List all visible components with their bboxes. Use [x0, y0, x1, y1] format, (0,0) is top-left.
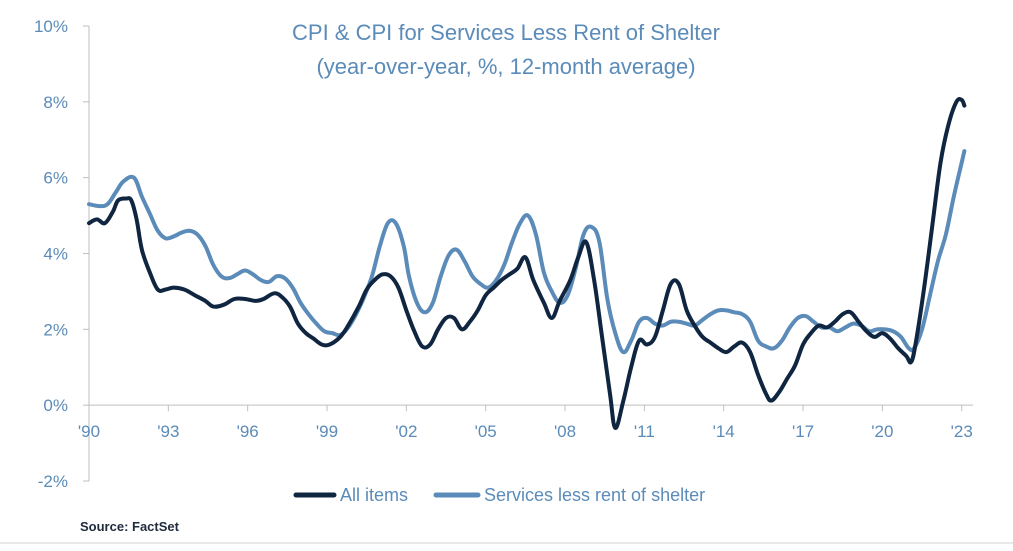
- x-tick-label: '11: [634, 422, 655, 441]
- x-tick-label: '99: [316, 422, 338, 441]
- x-tick-label: '23: [951, 422, 973, 441]
- y-tick-label: 0%: [43, 396, 68, 415]
- x-tick-label: '96: [237, 422, 259, 441]
- y-tick-label: 4%: [43, 245, 68, 264]
- y-tick-label: 6%: [43, 169, 68, 188]
- x-tick-label: '14: [713, 422, 735, 441]
- legend-label-services: Services less rent of shelter: [484, 485, 705, 505]
- x-tick-label: '08: [554, 422, 576, 441]
- legend-label-all-items: All items: [340, 485, 408, 505]
- x-tick-label: '02: [395, 422, 417, 441]
- y-axis: -2% 0% 2% 4% 6% 8% 10%: [34, 17, 90, 491]
- y-tick-label: 10%: [34, 17, 68, 36]
- y-tick-label: 2%: [43, 320, 68, 339]
- source-note: Source: FactSet: [80, 519, 180, 534]
- y-tick-label: 8%: [43, 93, 68, 112]
- series-line-all-items: [87, 96, 967, 430]
- x-tick-label: '05: [475, 422, 497, 441]
- x-tick-label: '20: [871, 422, 893, 441]
- plot-area: [87, 96, 967, 430]
- chart-title: CPI & CPI for Services Less Rent of Shel…: [292, 20, 720, 45]
- x-tick-label: '93: [157, 422, 179, 441]
- legend: All items Services less rent of shelter: [293, 485, 705, 505]
- x-tick-label: '90: [78, 422, 100, 441]
- x-axis: '90 '93 '96 '99 '02 '05 '08 '11 '14 '17 '20 '23: [78, 404, 973, 441]
- chart-subtitle: (year-over-year, %, 12-month average): [316, 54, 695, 79]
- y-tick-label: -2%: [38, 472, 68, 491]
- x-tick-label: '17: [792, 422, 814, 441]
